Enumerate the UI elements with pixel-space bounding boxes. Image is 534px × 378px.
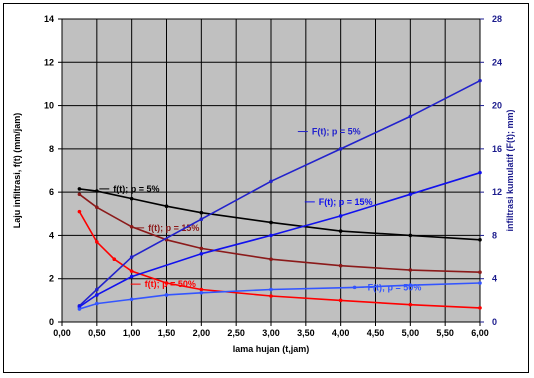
series-label: f(t); p = 5%	[113, 184, 159, 194]
series-line	[78, 171, 481, 308]
series-point	[77, 307, 82, 311]
x-tick-label: 6,00	[471, 328, 489, 338]
y-right-tick-label: 4	[492, 274, 497, 284]
series-point	[338, 263, 343, 268]
series-point	[199, 252, 204, 256]
series-point	[129, 196, 134, 201]
series-point	[95, 240, 99, 244]
series-point	[129, 255, 134, 259]
series-point	[269, 233, 273, 238]
series-point	[199, 210, 204, 215]
series-point	[199, 246, 204, 251]
series-point	[129, 274, 134, 279]
series-point	[478, 270, 482, 275]
y-left-tick-label: 0	[49, 317, 54, 327]
series-point	[112, 257, 117, 262]
y-right-tick-label: 8	[492, 230, 497, 240]
y-left-axis-title: Laju infiltrasi, f(t) (mm/jam)	[12, 113, 22, 229]
x-tick-label: 1,00	[123, 328, 141, 338]
series-point	[95, 189, 99, 193]
x-tick-label: 0,00	[53, 328, 71, 338]
y-left-tick-label: 14	[44, 14, 54, 24]
series-point	[269, 220, 273, 225]
series-point	[269, 257, 273, 262]
series-point	[77, 209, 82, 214]
x-tick-label: 2,50	[227, 328, 245, 338]
series-label: F(t); p = 50%	[368, 282, 422, 292]
series-point	[129, 297, 134, 302]
series-point	[408, 268, 413, 272]
series-point	[77, 192, 82, 197]
y-right-tick-label: 28	[492, 14, 502, 24]
series-point	[338, 147, 343, 151]
x-tick-label: 2,00	[193, 328, 211, 338]
series-point	[77, 187, 82, 191]
x-tick-label: 4,50	[367, 328, 385, 338]
y-left-tick-label: 4	[49, 230, 54, 240]
series-label: F(t); p = 15%	[319, 197, 373, 207]
y-right-tick-label: 16	[492, 144, 502, 154]
y-right-tick-label: 24	[492, 57, 502, 67]
series-point	[95, 301, 99, 306]
series-point	[338, 214, 343, 218]
series-line	[78, 211, 481, 309]
y-left-tick-label: 8	[49, 144, 54, 154]
y-left-tick-label: 10	[44, 101, 54, 111]
series-point	[164, 204, 169, 209]
series-point	[164, 281, 169, 285]
x-tick-label: 5,00	[402, 328, 420, 338]
series-point	[338, 298, 343, 303]
series-point	[269, 179, 273, 184]
series-point	[478, 170, 482, 175]
series-point	[408, 283, 413, 288]
x-tick-label: 4,00	[332, 328, 350, 338]
series-point	[269, 294, 273, 298]
x-tick-label: 3,00	[262, 328, 280, 338]
series-point	[478, 78, 482, 83]
series-point	[129, 269, 134, 273]
series-point	[478, 237, 482, 242]
x-tick-label: 0,50	[88, 328, 106, 338]
series-line	[78, 79, 481, 307]
series-point	[199, 290, 204, 295]
series-point	[199, 287, 204, 292]
series-label: F(t); p = 5%	[312, 127, 361, 137]
series-point	[408, 233, 413, 238]
y-right-tick-label: 12	[492, 187, 502, 197]
y-right-tick-label: 0	[492, 317, 497, 327]
series-point	[338, 229, 343, 233]
series-point	[478, 281, 482, 285]
series-point	[478, 306, 482, 310]
series-point	[408, 192, 413, 197]
y-left-tick-label: 6	[49, 187, 54, 197]
series-point	[95, 287, 99, 292]
series-label: f(t); p = 50%	[145, 279, 196, 289]
y-right-tick-label: 20	[492, 101, 502, 111]
series-point	[408, 302, 413, 307]
x-tick-label: 1,50	[158, 328, 176, 338]
y-left-tick-label: 2	[49, 274, 54, 284]
series-point	[164, 293, 169, 297]
x-axis-title: lama hujan (t,jam)	[233, 344, 310, 354]
series-point	[129, 224, 134, 229]
series-label: f(t); p = 15%	[148, 223, 199, 233]
y-right-axis-title: infiltrasi kumulatif (F(t); mm)	[505, 110, 515, 232]
series-point	[408, 114, 413, 119]
y-left-tick-label: 12	[44, 57, 54, 67]
x-tick-label: 5,50	[436, 328, 454, 338]
series-point	[95, 205, 99, 210]
x-tick-label: 3,50	[297, 328, 315, 338]
series-point	[269, 287, 273, 292]
series-point	[199, 217, 204, 221]
series-point	[95, 293, 99, 297]
